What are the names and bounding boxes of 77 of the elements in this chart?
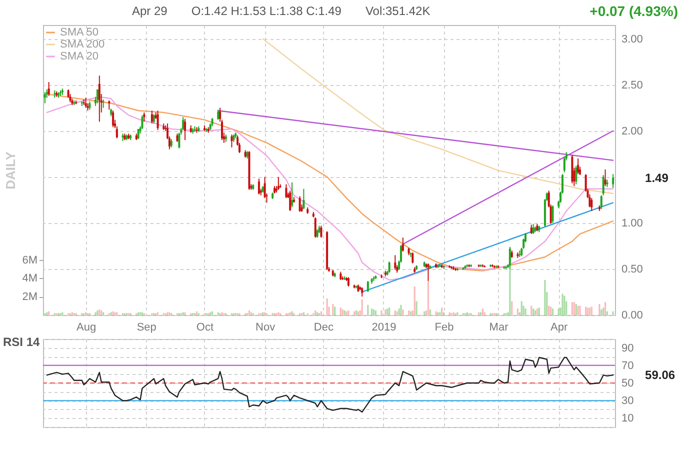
candlestick	[137, 128, 140, 140]
candlestick	[298, 196, 301, 212]
x-tick-label: Feb	[434, 322, 454, 334]
text: +0.07 (4.93%)	[590, 3, 678, 19]
candlestick	[108, 100, 110, 110]
y-tick-label: 2.00	[622, 125, 643, 138]
x-tick-label: Aug	[76, 322, 96, 334]
legend-label: SMA 20	[60, 50, 99, 62]
candlestick	[102, 99, 104, 108]
candlestick	[178, 132, 180, 149]
candlestick	[600, 194, 602, 210]
candlestick	[152, 114, 155, 124]
candlestick	[48, 82, 50, 96]
candlestick	[96, 88, 98, 104]
legend-label: SMA 50	[60, 26, 99, 38]
candlestick	[394, 254, 396, 270]
x-tick-label: Sep	[136, 322, 156, 334]
candlestick	[156, 110, 159, 130]
x-tick-label: Nov	[256, 322, 276, 334]
line-series	[46, 356, 614, 413]
candlestick	[563, 156, 566, 173]
candlestick	[388, 261, 390, 274]
y2-tick-label: 4M	[22, 272, 38, 285]
candlestick	[98, 75, 100, 122]
chart-title: RSI 14	[3, 335, 40, 349]
candlestick	[182, 116, 184, 130]
candlestick	[530, 224, 532, 234]
candlestick	[264, 176, 266, 199]
y-tick-label: 2.50	[622, 79, 643, 92]
annotation: 1.49	[645, 170, 669, 185]
x-tick-label: Dec	[314, 322, 334, 334]
candlestick	[141, 114, 144, 130]
legend-label: SMA 200	[60, 38, 105, 50]
candlestick	[361, 286, 364, 298]
candlestick	[289, 190, 292, 212]
y2-tick-label: 6M	[22, 254, 38, 266]
candlestick	[612, 174, 614, 188]
y-tick-label: 10	[622, 412, 634, 425]
candlestick	[552, 204, 554, 224]
candlestick	[602, 174, 604, 196]
y2-tick-label: 2M	[22, 291, 38, 304]
candlestick	[230, 134, 233, 148]
y-tick-label: 90	[622, 342, 634, 354]
candlestick	[184, 118, 186, 141]
text: O:1.42 H:1.53 L:1.38 C:1.49	[191, 4, 342, 18]
candlestick	[302, 188, 305, 210]
candlestick	[320, 225, 322, 238]
candlestick	[590, 198, 593, 212]
y-tick-label: 70	[622, 360, 634, 372]
candlestick	[575, 165, 578, 185]
text: Vol:351.42K	[365, 4, 430, 18]
candlestick	[402, 237, 404, 252]
y-tick-label: 50	[622, 378, 634, 390]
candlestick	[143, 112, 146, 122]
candlestick	[412, 252, 414, 264]
x-tick-label: Mar	[489, 322, 509, 334]
candlestick	[314, 216, 316, 238]
candlestick	[150, 110, 153, 124]
x-tick-label: 2019	[372, 322, 396, 334]
annotation: 59.06	[645, 368, 676, 382]
text: Apr 29	[132, 4, 168, 18]
candlestick	[277, 176, 280, 190]
x-tick-label: Apr	[550, 322, 568, 334]
candlestick	[44, 92, 46, 104]
y-tick-label: 0.00	[622, 310, 643, 322]
candlestick	[604, 169, 606, 187]
y-tick-label: 0.50	[622, 263, 643, 276]
candlestick	[366, 280, 369, 292]
candlestick	[285, 184, 288, 199]
x-tick-label: Oct	[196, 322, 214, 334]
y-tick-label: 3.00	[622, 33, 643, 46]
candlestick	[217, 109, 220, 120]
candlestick	[258, 178, 260, 195]
y-tick-label: 30	[622, 395, 634, 408]
y-tick-label: 1.00	[622, 217, 643, 230]
line-series	[262, 38, 614, 194]
candlestick	[84, 97, 87, 108]
